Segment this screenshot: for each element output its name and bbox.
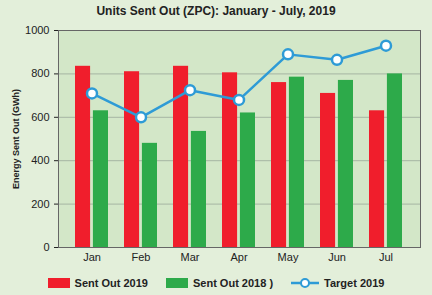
- svg-text:800: 800: [31, 67, 49, 79]
- html-text:Target 2019: Target 2019: [324, 277, 385, 289]
- svg-text:1000: 1000: [25, 24, 49, 36]
- svg-text:Feb: Feb: [132, 251, 151, 263]
- svg-text:Apr: Apr: [230, 251, 247, 263]
- svg-text:Jun: Jun: [328, 251, 346, 263]
- svg-text:600: 600: [31, 111, 49, 123]
- svg-text:May: May: [278, 251, 299, 263]
- svg-text:400: 400: [31, 154, 49, 166]
- svg-text:Jul: Jul: [379, 251, 393, 263]
- html-text:Sent Out 2019: Sent Out 2019: [74, 277, 148, 289]
- svg-text:200: 200: [31, 198, 49, 210]
- svg-text:Jan: Jan: [83, 251, 101, 263]
- html-text:Sent Out 2018 ): Sent Out 2018 ): [193, 277, 273, 289]
- svg-text:0: 0: [43, 241, 49, 253]
- svg-text:Mar: Mar: [181, 251, 200, 263]
- html-text:Units Sent Out (ZPC): January: Units Sent Out (ZPC): January - July, 20…: [96, 4, 336, 18]
- svg-text:Energy Sent Out (GWh): Energy Sent Out (GWh): [11, 89, 21, 189]
